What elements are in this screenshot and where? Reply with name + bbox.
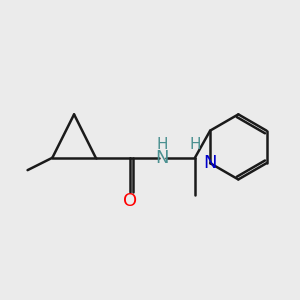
Text: H: H xyxy=(157,137,168,152)
Text: O: O xyxy=(123,191,137,209)
Text: N: N xyxy=(156,149,169,167)
Text: H: H xyxy=(189,137,201,152)
Text: N: N xyxy=(203,154,217,172)
